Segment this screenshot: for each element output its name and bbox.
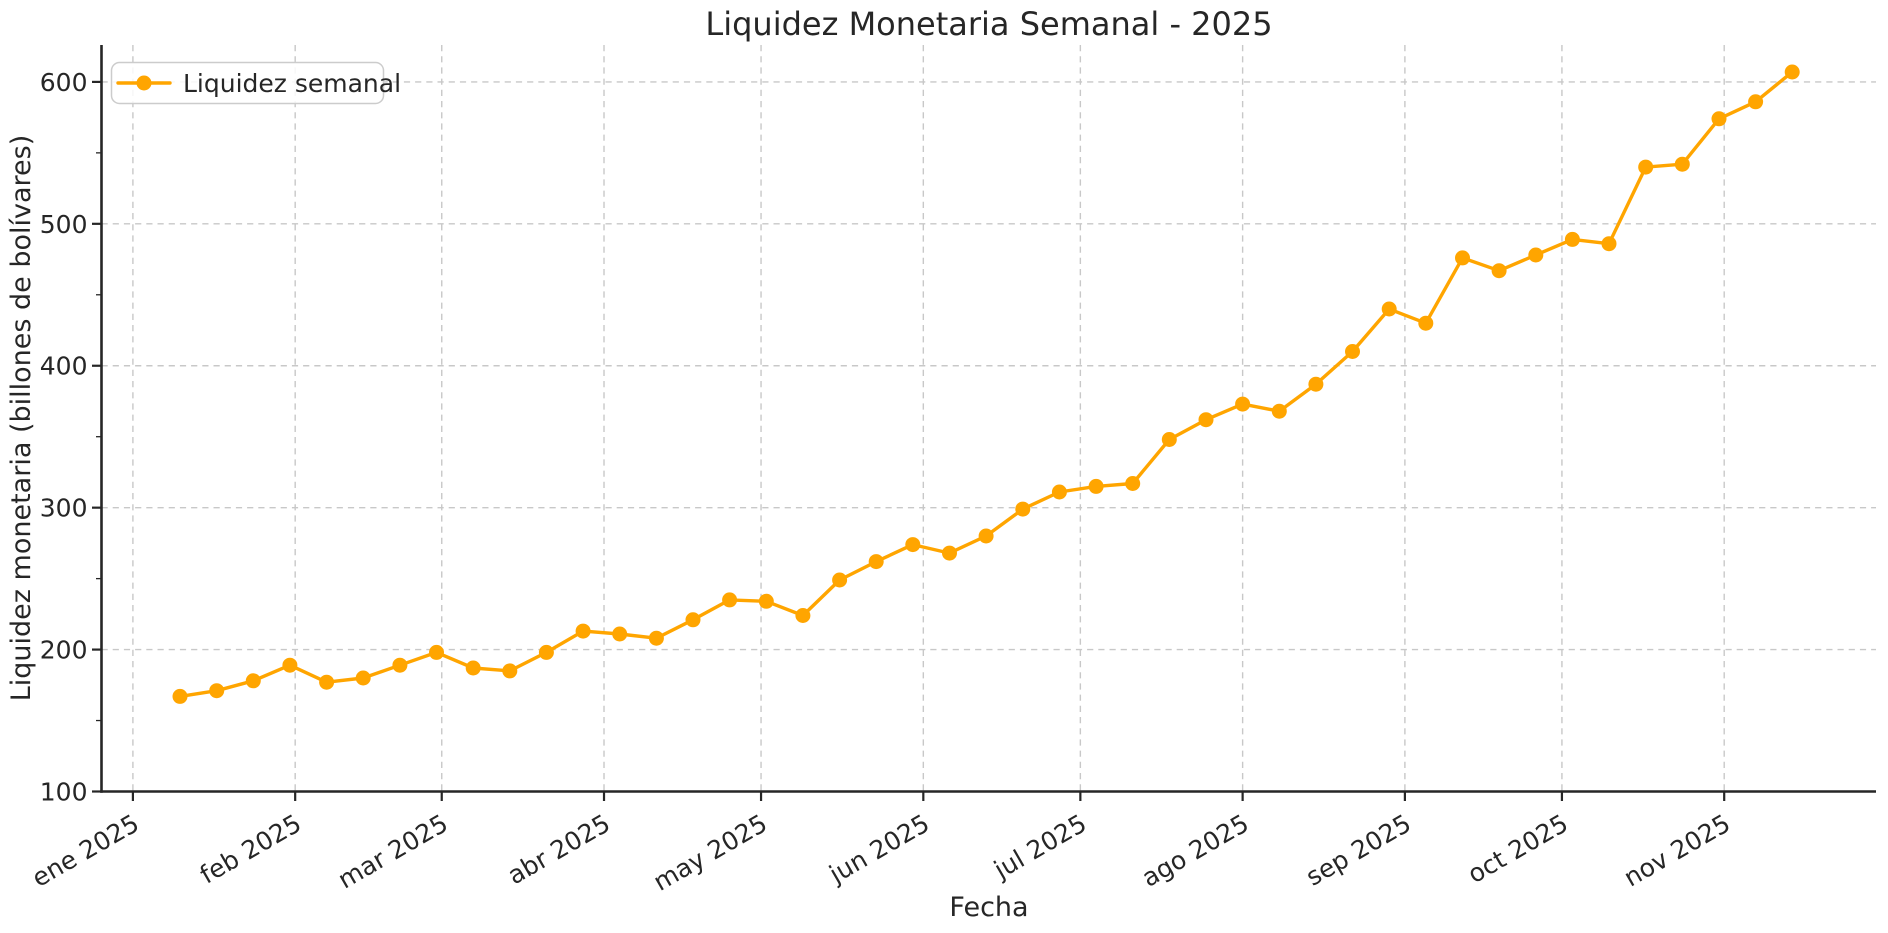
- legend: Liquidez semanal: [110, 61, 401, 105]
- x-tick-label: may 2025: [648, 809, 772, 897]
- data-point: [392, 657, 408, 673]
- data-point: [648, 630, 664, 646]
- data-point: [355, 670, 371, 686]
- data-point: [502, 663, 518, 679]
- data-point: [1564, 231, 1580, 247]
- data-point: [575, 623, 591, 639]
- data-point: [612, 626, 628, 642]
- data-point: [978, 528, 994, 544]
- data-point: [1381, 301, 1397, 317]
- grid-lines: [101, 45, 1876, 792]
- data-point: [1015, 501, 1031, 517]
- data-point: [1161, 432, 1177, 447]
- data-point: [1418, 315, 1434, 331]
- y-tick-label: 600: [40, 68, 88, 97]
- data-point: [1345, 344, 1360, 359]
- data-point: [1674, 156, 1690, 172]
- data-point: [465, 660, 481, 676]
- data-point: [1051, 484, 1067, 500]
- y-tick-label: 100: [40, 778, 88, 807]
- data-point: [758, 593, 774, 609]
- data-point: [209, 683, 225, 699]
- x-tick-label: ago 2025: [1137, 809, 1254, 893]
- y-tick-label: 200: [40, 636, 88, 665]
- data-point: [868, 554, 884, 570]
- y-tick-label: 300: [40, 494, 88, 523]
- series-line: [178, 70, 1794, 699]
- data-point: [1271, 403, 1287, 419]
- data-point: [1748, 94, 1764, 110]
- legend-label: Liquidez semanal: [183, 69, 401, 98]
- y-tick-label: 400: [40, 352, 88, 381]
- x-tick-label: oct 2025: [1463, 809, 1573, 889]
- x-tick-label: sep 2025: [1301, 809, 1416, 892]
- legend-box: [110, 61, 385, 105]
- x-axis-label: Fecha: [949, 892, 1028, 923]
- data-point: [795, 608, 811, 623]
- data-series: [172, 64, 1800, 704]
- data-point: [1784, 64, 1800, 80]
- data-point: [1308, 376, 1324, 392]
- data-point: [1711, 111, 1727, 127]
- x-tick-label: jun 2025: [824, 809, 935, 890]
- legend-marker-icon: [136, 75, 152, 91]
- x-tick-label: jul 2025: [988, 809, 1091, 885]
- data-point: [1198, 412, 1214, 428]
- data-point: [1088, 478, 1104, 494]
- axes: [92, 45, 1876, 801]
- x-tick-label: feb 2025: [195, 809, 306, 890]
- data-point: [429, 644, 444, 660]
- data-point: [905, 537, 921, 553]
- data-point: [282, 657, 298, 673]
- data-point: [1235, 396, 1251, 412]
- tick-labels: 100 200 300 400 500 600 ene 2025 feb 2025 mar 20…: [27, 68, 1735, 897]
- chart-title: Liquidez Monetaria Semanal - 2025: [705, 5, 1272, 43]
- data-point: [942, 545, 957, 561]
- y-axis-label: Liquidez monetaria (billones de bolívare…: [6, 135, 37, 702]
- data-point: [1455, 250, 1470, 266]
- x-tick-label: mar 2025: [333, 809, 453, 895]
- data-point: [832, 572, 848, 588]
- data-point: [1491, 263, 1507, 279]
- x-tick-label: ene 2025: [27, 809, 144, 893]
- data-point: [319, 674, 335, 690]
- data-point: [1638, 159, 1654, 175]
- x-tick-label: abr 2025: [503, 809, 615, 891]
- data-point: [245, 673, 261, 689]
- data-point: [1601, 236, 1617, 252]
- data-point: [1125, 476, 1141, 491]
- x-tick-label: nov 2025: [1619, 809, 1735, 893]
- data-point: [538, 644, 554, 660]
- data-point: [1528, 247, 1544, 263]
- y-tick-label: 500: [40, 210, 88, 239]
- data-point: [722, 592, 738, 608]
- data-point: [172, 688, 188, 704]
- data-point: [685, 612, 701, 628]
